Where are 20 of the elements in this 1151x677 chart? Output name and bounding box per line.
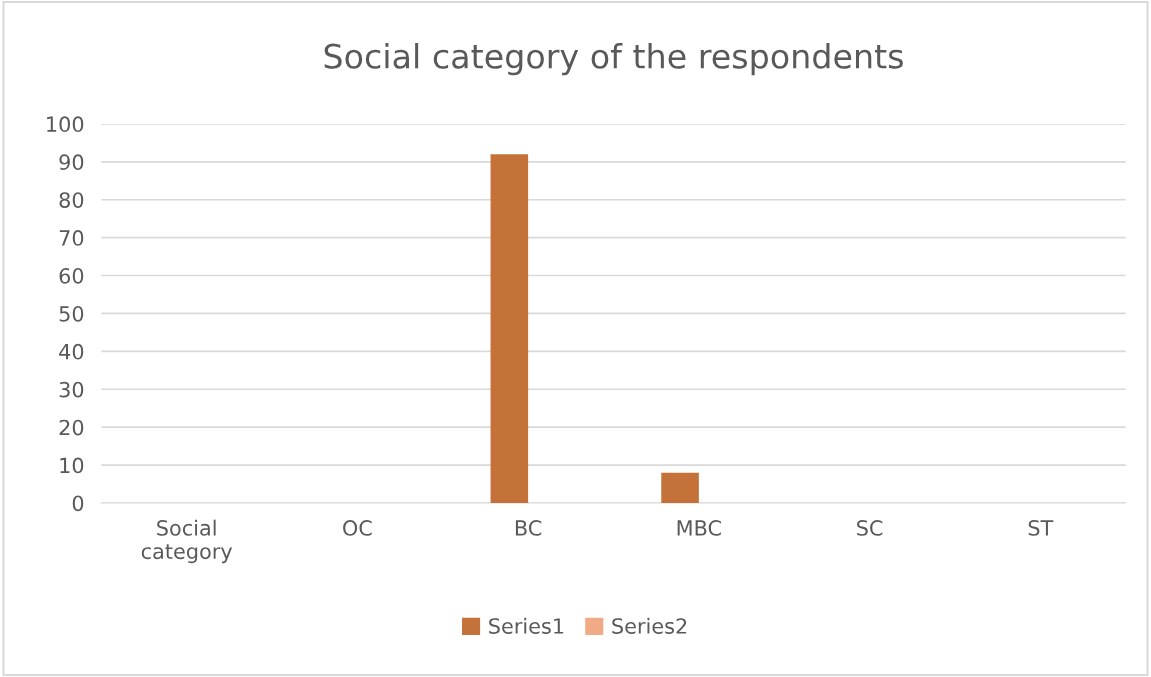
legend-label: Series2 [612,617,687,634]
y-tick-label: 20 [59,419,84,436]
x-tick-label: SC [857,520,883,536]
y-tick-label: 80 [59,192,84,208]
y-tick-label: 50 [59,305,84,322]
y-tick-label: 0 [72,495,84,512]
x-tick-label: Social category [141,519,233,564]
y-tick-label: 100 [47,116,84,133]
y-tick-label: 70 [59,230,84,246]
y-tick-label: 90 [59,154,84,171]
x-tick-label: MBC [677,520,721,536]
x-tick-label: BC [515,520,542,536]
x-tick-label: OC [343,520,372,536]
x-tick-label: ST [1028,520,1054,536]
y-tick-label: 40 [59,343,84,360]
y-tick-label: 60 [59,267,84,284]
y-tick-label: 30 [59,381,84,398]
legend-label: Series1 [489,617,564,634]
y-tick-label: 10 [60,457,84,474]
chart-title: Social category of the respondents [324,43,903,76]
